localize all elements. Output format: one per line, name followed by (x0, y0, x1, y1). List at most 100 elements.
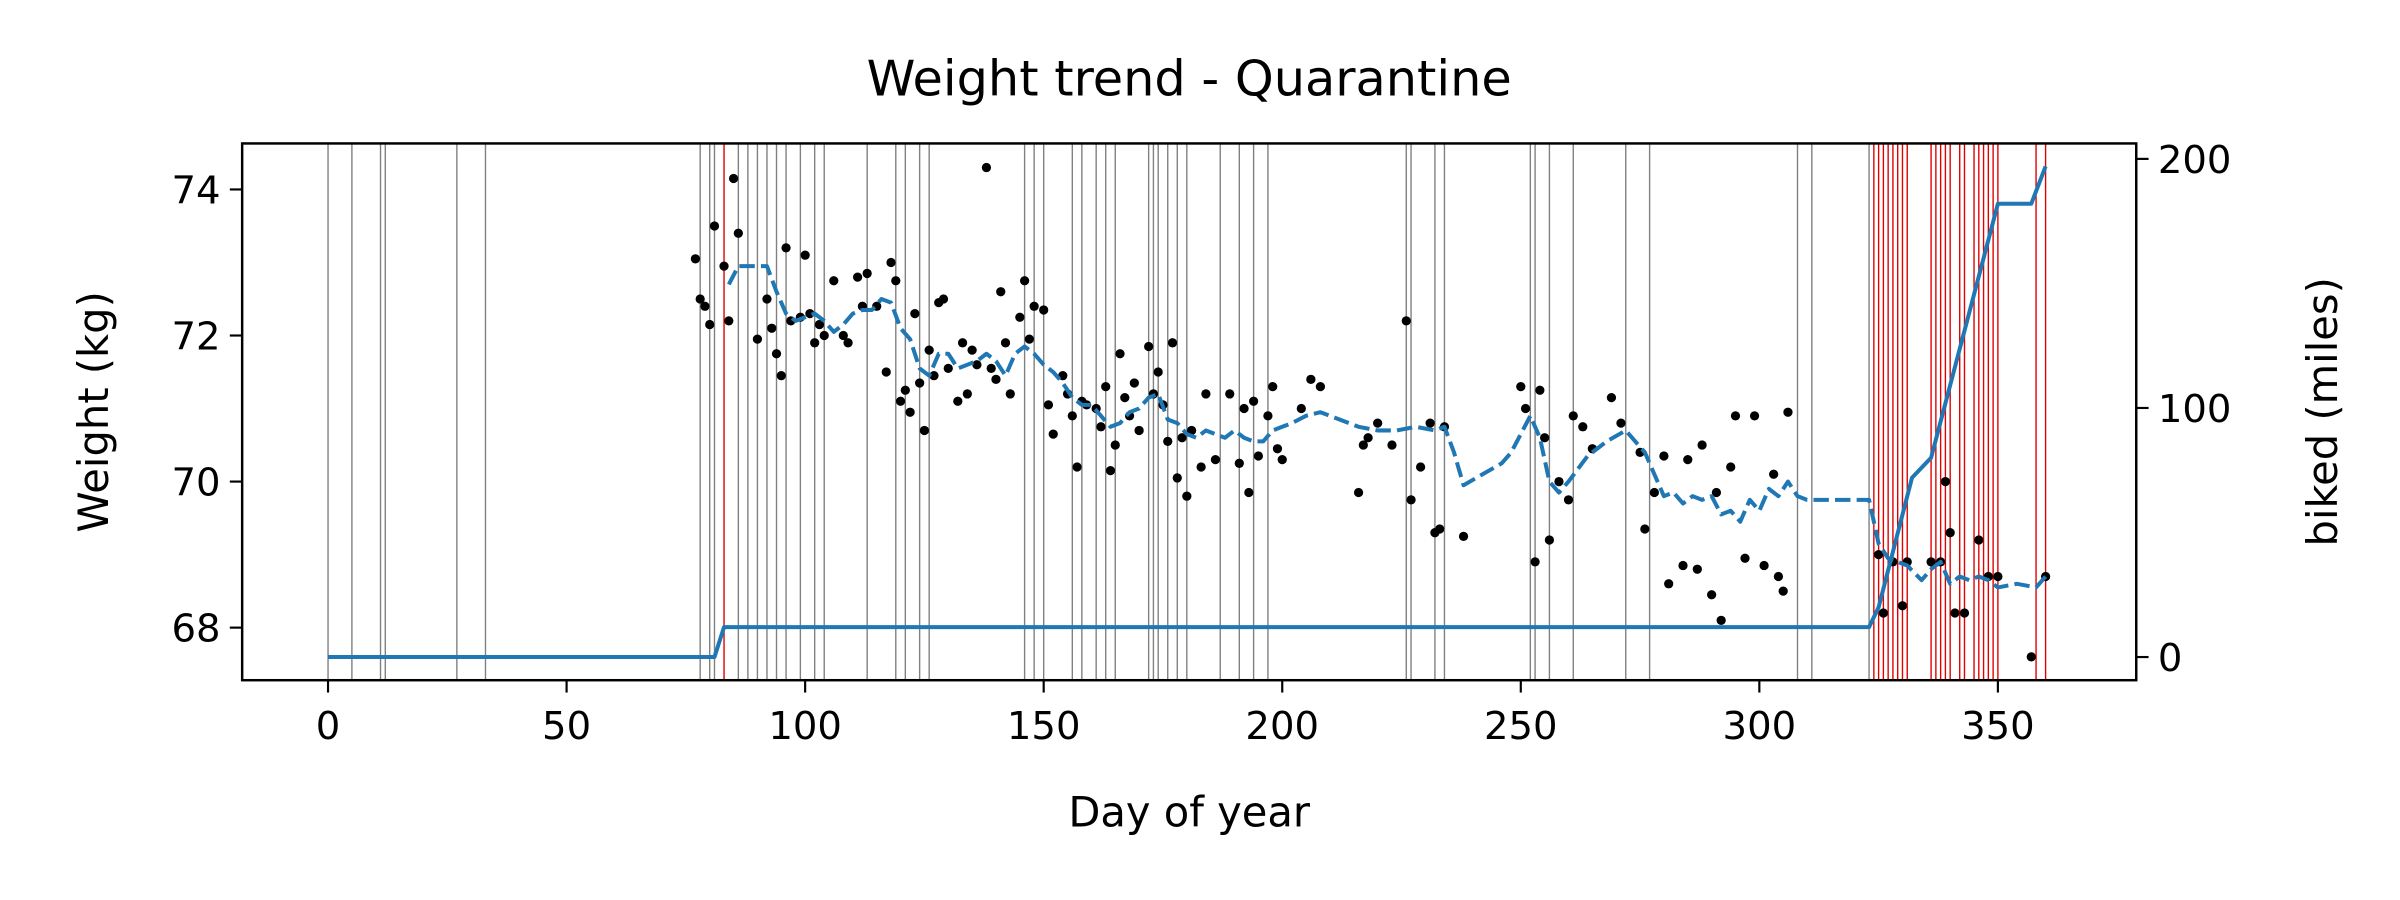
y-tick-label: 70 (172, 460, 221, 505)
y-tick-label: 68 (172, 607, 221, 652)
data-point (1029, 301, 1039, 311)
data-point (1244, 487, 1254, 498)
data-point (776, 371, 786, 381)
data-point (1120, 392, 1130, 403)
data-point (771, 349, 782, 359)
data-point (1640, 524, 1650, 534)
data-point (1568, 411, 1578, 421)
data-point (1692, 564, 1702, 574)
data-point (1177, 433, 1187, 443)
data-point (1201, 389, 1211, 399)
data-point (905, 407, 915, 417)
data-point (814, 319, 825, 330)
data-point (1406, 495, 1416, 505)
data-point (1993, 571, 2003, 582)
x-tick-label: 0 (316, 704, 341, 749)
data-point (1759, 560, 1769, 571)
data-point (1019, 276, 1030, 286)
data-point (1101, 382, 1111, 392)
data-point (938, 294, 949, 304)
data-point (1144, 341, 1154, 352)
data-point (953, 396, 963, 406)
data-point (852, 272, 863, 282)
data-point (981, 162, 992, 173)
data-point (690, 254, 701, 264)
data-point (728, 173, 739, 184)
data-point (1664, 579, 1674, 589)
x-tick-label: 300 (1723, 704, 1797, 749)
data-point (1726, 462, 1736, 472)
data-point (1873, 549, 1884, 560)
data-point (1129, 378, 1139, 388)
data-point (1239, 403, 1249, 414)
data-point (1163, 436, 1173, 447)
data-point (957, 338, 968, 348)
data-point (1005, 389, 1015, 399)
data-point (1749, 411, 1760, 421)
data-point (1234, 458, 1244, 468)
y2-axis-label: biked (miles) (2298, 277, 2347, 546)
data-point (1540, 433, 1550, 443)
x-tick-label: 50 (542, 704, 591, 749)
data-point (1387, 440, 1397, 450)
data-point (705, 319, 715, 330)
data-point (1172, 473, 1182, 483)
data-point (1659, 451, 1669, 461)
data-point (1578, 422, 1588, 432)
data-point (767, 323, 777, 333)
data-point (762, 294, 772, 304)
data-point (819, 330, 829, 341)
data-point (1926, 557, 1936, 567)
data-point (900, 385, 910, 395)
data-point (843, 338, 853, 348)
data-point (1043, 400, 1054, 410)
y2-tick-label: 100 (2158, 387, 2232, 432)
data-point (829, 276, 839, 286)
data-point (1950, 608, 1960, 618)
x-tick-label: 350 (1961, 704, 2035, 749)
y-tick-label: 72 (172, 314, 221, 359)
data-point (1048, 429, 1058, 439)
data-point (1516, 382, 1526, 392)
data-point (1182, 491, 1192, 501)
data-point (709, 221, 720, 231)
data-point (972, 360, 982, 370)
data-point (1783, 407, 1793, 417)
data-point (1730, 411, 1741, 421)
data-point (1373, 418, 1383, 428)
data-point (962, 389, 972, 399)
data-point (1306, 374, 1316, 384)
data-point (1769, 469, 1779, 479)
data-point (1606, 392, 1617, 403)
data-point (700, 301, 710, 311)
data-point (1072, 462, 1082, 472)
data-point (1210, 455, 1221, 465)
data-point (1530, 557, 1540, 567)
data-point (1435, 524, 1445, 534)
data-point (800, 250, 810, 260)
data-point (1039, 305, 1049, 315)
data-point (1067, 411, 1077, 421)
data-point (1711, 487, 1722, 498)
data-point (895, 396, 906, 406)
data-point (1024, 334, 1035, 344)
data-point (1897, 601, 1908, 611)
data-point (695, 294, 705, 304)
data-point (1315, 382, 1326, 392)
data-point (862, 268, 872, 279)
data-point (1253, 451, 1264, 461)
data-point (1268, 382, 1278, 392)
data-point (1520, 403, 1531, 414)
data-point (1096, 422, 1106, 432)
axes-frame (240, 142, 2138, 682)
data-point (733, 228, 743, 238)
x-axis-label: Day of year (1068, 788, 1311, 837)
data-point (929, 371, 939, 381)
data-point (1649, 487, 1660, 498)
y-axis-label: Weight (kg) (69, 291, 118, 532)
data-point (1697, 440, 1707, 450)
data-point (1110, 440, 1120, 450)
data-point (752, 334, 763, 344)
chart-title: Weight trend - Quarantine (867, 50, 1512, 108)
